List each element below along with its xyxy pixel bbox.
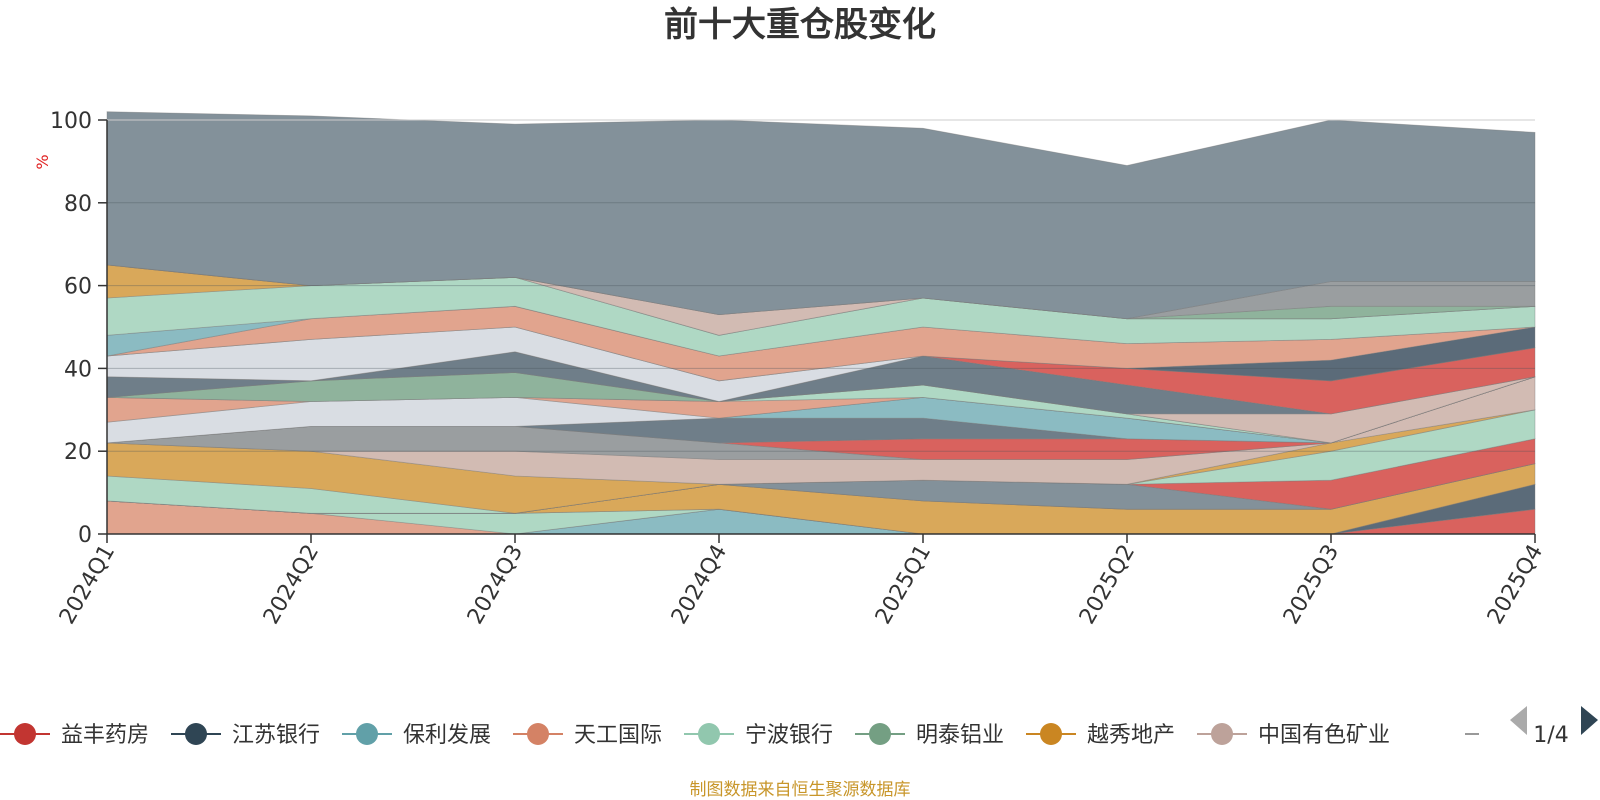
area-series-33 — [106, 264, 1536, 320]
legend-label: 天工国际 — [574, 723, 662, 748]
legend-marker-icon — [698, 723, 720, 745]
data-source-note: 制图数据来自恒生聚源数据库 — [690, 780, 911, 800]
x-tick-label-7: 2025Q4 — [1483, 541, 1548, 629]
legend-marker-icon — [1040, 723, 1062, 745]
legend-label: 益丰药房 — [61, 723, 149, 748]
legend-label: 越秀地产 — [1087, 723, 1175, 748]
legend-label: 明泰铝业 — [916, 723, 1004, 748]
legend-page-indicator: 1/4 — [1533, 723, 1568, 748]
x-tick-label-0: 2024Q1 — [55, 541, 120, 629]
stacked-areas — [106, 111, 1536, 535]
x-tick-label-5: 2025Q2 — [1075, 541, 1140, 629]
legend-marker-icon — [1211, 723, 1233, 745]
legend: 益丰药房 江苏银行 保利发展 天工国际 宁波银行 明泰铝业 越秀地产 中国有色矿业 — [0, 723, 1479, 748]
area-series-34 — [106, 111, 1536, 320]
y-tick-label-4: 80 — [64, 192, 92, 217]
legend-next-page-button[interactable] — [1581, 706, 1598, 735]
legend-marker-icon — [869, 723, 891, 745]
legend-marker-icon — [14, 723, 36, 745]
legend-item-1[interactable]: 江苏银行 — [171, 723, 320, 748]
legend-item-2[interactable]: 保利发展 — [342, 723, 491, 748]
legend-item-3[interactable]: 天工国际 — [513, 723, 662, 748]
y-tick-label-3: 60 — [64, 275, 92, 300]
legend-marker-icon — [527, 723, 549, 745]
x-tick-label-4: 2025Q1 — [871, 541, 936, 629]
y-tick-label-5: 100 — [50, 109, 92, 134]
legend-label: 宁波银行 — [745, 723, 833, 748]
legend-item-0[interactable]: 益丰药房 — [0, 723, 149, 748]
x-tick-label-2: 2024Q3 — [463, 541, 528, 629]
area-series-11 — [106, 409, 1536, 514]
y-tick-label-0: 0 — [78, 523, 92, 548]
x-tick-label-3: 2024Q4 — [667, 541, 732, 629]
y-tick-label-1: 20 — [64, 440, 92, 465]
y-tick-label-2: 40 — [64, 357, 92, 382]
legend-pager: 1/4 — [1510, 706, 1598, 748]
legend-item-6[interactable]: 越秀地产 — [1026, 723, 1175, 748]
legend-label: 中国有色矿业 — [1258, 723, 1390, 748]
legend-marker-icon — [356, 723, 378, 745]
legend-marker-icon — [185, 723, 207, 745]
y-axis-unit: % — [33, 154, 52, 169]
chart-title: 前十大重仓股变化 — [664, 5, 936, 45]
legend-item-7[interactable]: 中国有色矿业 — [1197, 723, 1390, 748]
legend-prev-page-button[interactable] — [1510, 706, 1527, 735]
legend-label: 保利发展 — [403, 723, 491, 748]
x-tick-label-6: 2025Q3 — [1279, 541, 1344, 629]
x-tick-label-1: 2024Q2 — [259, 541, 324, 629]
grid-lines — [107, 119, 1535, 452]
legend-item-4[interactable]: 宁波银行 — [684, 723, 833, 748]
legend-item-5[interactable]: 明泰铝业 — [855, 723, 1004, 748]
legend-label: 江苏银行 — [232, 723, 320, 748]
